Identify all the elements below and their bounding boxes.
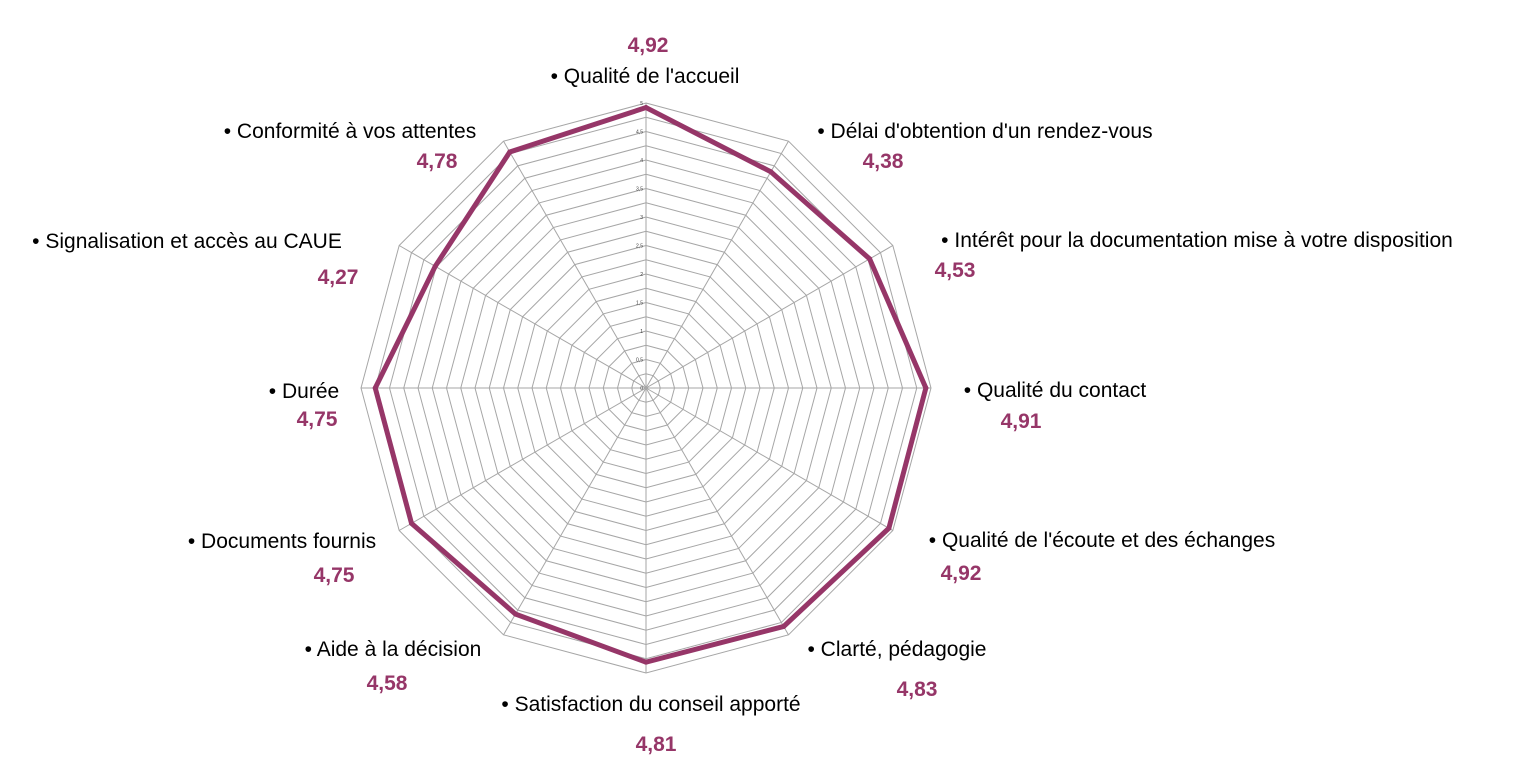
category-label: • Satisfaction du conseil apporté bbox=[501, 693, 800, 716]
category-labels: • Qualité de l'accueil • Délai d'obtentio… bbox=[32, 65, 1453, 716]
grid-spoke bbox=[398, 245, 647, 389]
data-label: 4,58 bbox=[367, 672, 408, 695]
tick-label: 4,5 bbox=[636, 130, 643, 136]
tick-label: 2,5 bbox=[636, 244, 643, 250]
category-label: • Documents fournis bbox=[188, 530, 376, 553]
data-point bbox=[867, 256, 873, 262]
category-label: • Aide à la décision bbox=[305, 638, 482, 661]
data-point bbox=[643, 105, 649, 111]
category-label: • Qualité de l'écoute et des échanges bbox=[929, 529, 1275, 552]
data-point bbox=[409, 520, 415, 526]
tick-label: 4 bbox=[640, 158, 643, 164]
value-labels: 4,924,384,534,914,924,834,814,584,754,75… bbox=[297, 34, 1042, 756]
series-group bbox=[372, 104, 929, 665]
category-label: • Qualité du contact bbox=[964, 379, 1147, 402]
data-label: 4,91 bbox=[1001, 410, 1042, 433]
grid-spoke bbox=[645, 140, 789, 389]
data-label: 4,53 bbox=[935, 259, 976, 282]
data-label: 4,92 bbox=[941, 562, 982, 585]
tick-label: 0 bbox=[640, 386, 643, 392]
data-point bbox=[886, 525, 892, 531]
tick-label: 2 bbox=[640, 272, 643, 278]
data-label: 4,83 bbox=[897, 678, 938, 701]
data-label: 4,75 bbox=[297, 408, 338, 431]
data-label: 4,92 bbox=[628, 34, 669, 57]
grid-spoke bbox=[645, 387, 789, 636]
tick-label: 5 bbox=[640, 101, 643, 107]
category-label: • Signalisation et accès au CAUE bbox=[32, 230, 342, 253]
category-label: • Délai d'obtention d'un rendez-vous bbox=[817, 120, 1152, 143]
tick-label: 1,5 bbox=[636, 301, 643, 307]
data-label: 4,75 bbox=[314, 564, 355, 587]
data-point bbox=[768, 169, 774, 175]
data-label: 4,81 bbox=[636, 733, 677, 756]
data-point bbox=[923, 385, 929, 391]
grid-spoke bbox=[645, 245, 894, 389]
tick-label: 3,5 bbox=[636, 187, 643, 193]
data-label: 4,38 bbox=[863, 150, 904, 173]
tick-label: 1 bbox=[640, 329, 643, 335]
radar-spokes bbox=[361, 103, 931, 673]
grid-spoke bbox=[398, 387, 647, 531]
category-label: • Clarté, pédagogie bbox=[808, 638, 987, 661]
grid-spoke bbox=[503, 140, 647, 389]
category-label: • Qualité de l'accueil bbox=[551, 65, 740, 88]
data-point bbox=[643, 659, 649, 665]
radial-tick-labels: 0 0,5 1 1,5 2 2,5 3 3,5 4 4,5 5 bbox=[636, 101, 643, 392]
data-label: 4,27 bbox=[318, 266, 359, 289]
category-label: • Conformité à vos attentes bbox=[224, 120, 476, 143]
grid-spoke bbox=[645, 387, 894, 531]
data-point bbox=[432, 263, 438, 269]
data-point bbox=[512, 611, 518, 617]
data-point bbox=[507, 149, 513, 155]
tick-label: 0,5 bbox=[636, 358, 643, 364]
tick-label: 3 bbox=[640, 215, 643, 221]
data-label: 4,78 bbox=[417, 150, 458, 173]
category-label: • Durée bbox=[269, 380, 339, 403]
data-point bbox=[372, 385, 378, 391]
category-label: • Intérêt pour la documentation mise à v… bbox=[941, 229, 1453, 252]
grid-spoke bbox=[503, 387, 647, 636]
data-point bbox=[781, 623, 787, 629]
